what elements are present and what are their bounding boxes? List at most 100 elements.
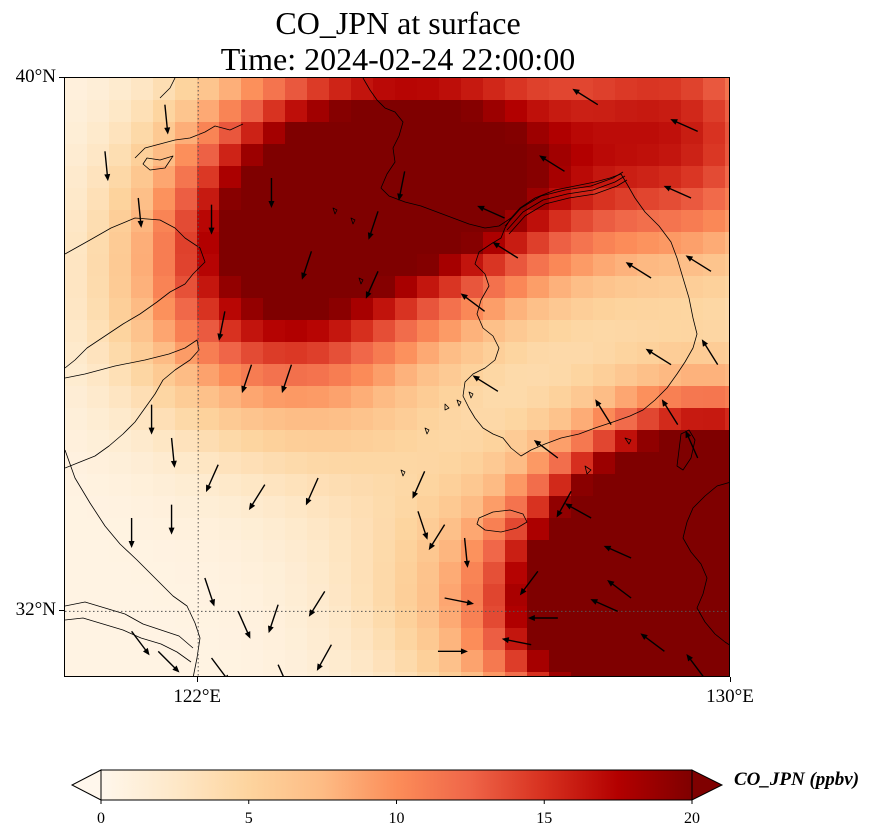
field-cell xyxy=(505,430,528,453)
field-cell xyxy=(175,232,198,255)
field-cell xyxy=(417,672,440,676)
field-cell xyxy=(131,364,154,387)
field-cell xyxy=(637,518,660,541)
field-cell xyxy=(439,298,462,321)
field-cell xyxy=(681,276,704,299)
field-cell xyxy=(329,474,352,497)
field-cell xyxy=(197,188,220,211)
field-cell xyxy=(439,232,462,255)
field-cell xyxy=(505,606,528,629)
field-cell xyxy=(175,122,198,145)
field-cell xyxy=(615,452,638,475)
field-cell xyxy=(395,122,418,145)
field-cell xyxy=(263,342,286,365)
field-cell xyxy=(285,430,308,453)
field-cell xyxy=(175,100,198,123)
field-cell xyxy=(593,628,616,651)
field-cell xyxy=(241,364,264,387)
wind-arrow xyxy=(556,490,572,518)
field-cell xyxy=(197,408,220,431)
wind-arrow xyxy=(437,648,468,655)
field-cell xyxy=(109,672,132,676)
field-cell xyxy=(65,496,88,519)
field-cell xyxy=(109,254,132,277)
field-cell xyxy=(725,386,729,409)
field-cell xyxy=(175,188,198,211)
wind-arrow xyxy=(281,364,293,394)
field-cell xyxy=(307,650,330,673)
field-cell xyxy=(571,452,594,475)
field-cell xyxy=(593,254,616,277)
wind-arrow xyxy=(477,205,505,219)
field-cell xyxy=(571,298,594,321)
field-cell xyxy=(351,496,374,519)
field-cell xyxy=(373,254,396,277)
field-cell xyxy=(285,628,308,651)
field-cell xyxy=(461,210,484,233)
field-cell xyxy=(483,276,506,299)
field-cell xyxy=(109,562,132,585)
field-cell xyxy=(593,232,616,255)
field-cell xyxy=(417,540,440,563)
field-cell xyxy=(109,606,132,629)
field-cell xyxy=(395,650,418,673)
field-cell xyxy=(527,386,550,409)
field-cell xyxy=(593,650,616,673)
field-cell xyxy=(725,408,729,431)
field-cell xyxy=(439,254,462,277)
field-cell xyxy=(615,144,638,167)
field-cell xyxy=(461,122,484,145)
field-cell xyxy=(351,320,374,343)
field-cell xyxy=(703,430,726,453)
field-cell xyxy=(307,144,330,167)
field-cell xyxy=(307,452,330,475)
field-cell xyxy=(461,342,484,365)
field-cell xyxy=(373,166,396,189)
concentration-field xyxy=(65,78,729,676)
field-cell xyxy=(483,144,506,167)
field-cell xyxy=(637,584,660,607)
field-cell xyxy=(527,144,550,167)
wind-arrow xyxy=(701,339,719,366)
field-cell xyxy=(527,628,550,651)
field-cell xyxy=(87,540,110,563)
wind-arrow xyxy=(492,242,519,259)
field-cell xyxy=(395,474,418,497)
field-cell xyxy=(329,606,352,629)
field-cell xyxy=(505,364,528,387)
field-cell xyxy=(329,408,352,431)
field-cell xyxy=(549,408,572,431)
field-cell xyxy=(483,298,506,321)
field-cell xyxy=(395,78,418,101)
field-cell xyxy=(483,386,506,409)
field-cell xyxy=(439,364,462,387)
field-cell xyxy=(65,540,88,563)
field-cell xyxy=(681,78,704,101)
field-cell xyxy=(571,166,594,189)
field-cell xyxy=(109,276,132,299)
wind-arrow xyxy=(397,171,406,201)
field-cell xyxy=(285,254,308,277)
field-cell xyxy=(329,188,352,211)
small-islands xyxy=(332,207,632,477)
field-cell xyxy=(527,364,550,387)
field-cell xyxy=(571,122,594,145)
field-cell xyxy=(219,584,242,607)
field-cell xyxy=(329,562,352,585)
field-cell xyxy=(593,342,616,365)
field-cell xyxy=(241,78,264,101)
field-cell xyxy=(505,584,528,607)
field-cell xyxy=(505,342,528,365)
field-cell xyxy=(131,540,154,563)
wind-arrow xyxy=(603,545,632,559)
field-cell xyxy=(219,518,242,541)
field-cell xyxy=(527,650,550,673)
field-cell xyxy=(659,650,682,673)
field-cell xyxy=(351,78,374,101)
field-cell xyxy=(505,232,528,255)
field-cell xyxy=(241,650,264,673)
field-cell xyxy=(153,452,176,475)
field-cell xyxy=(373,210,396,233)
field-cell xyxy=(329,122,352,145)
field-cell xyxy=(615,408,638,431)
